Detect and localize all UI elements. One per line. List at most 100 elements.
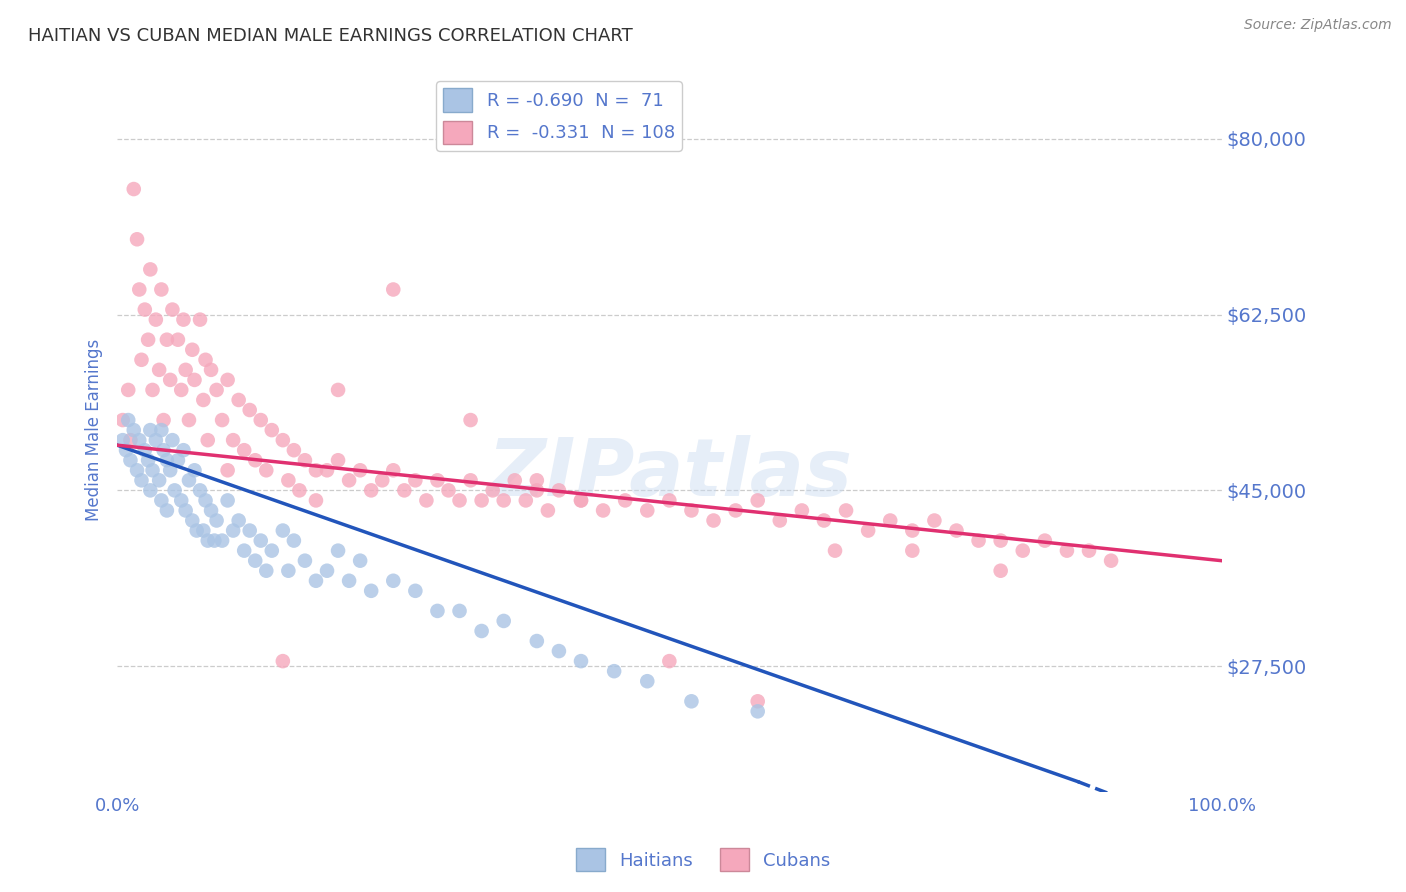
Point: [747, 493, 769, 508]
Point: [658, 654, 681, 668]
Point: [326, 543, 349, 558]
Point: [856, 524, 879, 538]
Point: [449, 604, 471, 618]
Point: [156, 333, 179, 347]
Point: [382, 574, 405, 588]
Point: [316, 564, 339, 578]
Point: [681, 503, 703, 517]
Point: [337, 473, 360, 487]
Point: [305, 463, 328, 477]
Point: [156, 503, 179, 517]
Point: [145, 433, 167, 447]
Point: [569, 493, 592, 508]
Point: [120, 433, 142, 447]
Point: [945, 524, 967, 538]
Point: [967, 533, 990, 548]
Point: [128, 283, 150, 297]
Point: [159, 373, 181, 387]
Point: [288, 483, 311, 498]
Point: [337, 574, 360, 588]
Point: [134, 302, 156, 317]
Point: [222, 524, 245, 538]
Point: [901, 543, 924, 558]
Point: [152, 443, 174, 458]
Point: [492, 614, 515, 628]
Point: [217, 493, 239, 508]
Point: [305, 574, 328, 588]
Point: [170, 493, 193, 508]
Point: [188, 312, 211, 326]
Point: [515, 493, 537, 508]
Point: [254, 564, 277, 578]
Point: [150, 423, 173, 437]
Point: [136, 333, 159, 347]
Point: [526, 483, 548, 498]
Point: [471, 493, 494, 508]
Point: [163, 483, 186, 498]
Point: [174, 503, 197, 517]
Point: [592, 503, 614, 517]
Point: [125, 463, 148, 477]
Point: [569, 654, 592, 668]
Point: [249, 413, 271, 427]
Point: [193, 392, 215, 407]
Point: [136, 453, 159, 467]
Point: [197, 433, 219, 447]
Point: [481, 483, 503, 498]
Point: [148, 363, 170, 377]
Point: [122, 423, 145, 437]
Point: [217, 373, 239, 387]
Point: [222, 433, 245, 447]
Point: [200, 363, 222, 377]
Point: [449, 493, 471, 508]
Y-axis label: Median Male Earnings: Median Male Earnings: [86, 339, 103, 521]
Point: [197, 533, 219, 548]
Text: HAITIAN VS CUBAN MEDIAN MALE EARNINGS CORRELATION CHART: HAITIAN VS CUBAN MEDIAN MALE EARNINGS CO…: [28, 27, 633, 45]
Point: [245, 453, 267, 467]
Point: [371, 473, 394, 487]
Point: [658, 493, 681, 508]
Point: [228, 392, 250, 407]
Point: [260, 543, 283, 558]
Point: [167, 333, 190, 347]
Point: [437, 483, 460, 498]
Point: [152, 413, 174, 427]
Point: [404, 473, 426, 487]
Point: [211, 533, 233, 548]
Point: [156, 453, 179, 467]
Point: [603, 664, 626, 678]
Point: [141, 383, 163, 397]
Point: [162, 433, 184, 447]
Point: [702, 514, 724, 528]
Point: [326, 383, 349, 397]
Point: [115, 443, 138, 458]
Point: [254, 463, 277, 477]
Point: [233, 543, 256, 558]
Point: [122, 182, 145, 196]
Point: [172, 312, 194, 326]
Point: [233, 443, 256, 458]
Point: [316, 463, 339, 477]
Point: [614, 493, 637, 508]
Point: [1099, 554, 1122, 568]
Point: [167, 453, 190, 467]
Point: [1056, 543, 1078, 558]
Point: [150, 283, 173, 297]
Point: [426, 604, 449, 618]
Point: [249, 533, 271, 548]
Point: [326, 453, 349, 467]
Point: [139, 423, 162, 437]
Point: [205, 514, 228, 528]
Point: [174, 363, 197, 377]
Point: [879, 514, 901, 528]
Point: [117, 383, 139, 397]
Point: [120, 453, 142, 467]
Point: [394, 483, 416, 498]
Point: [150, 493, 173, 508]
Text: ZIPatlas: ZIPatlas: [486, 434, 852, 513]
Point: [131, 473, 153, 487]
Point: [271, 524, 294, 538]
Point: [139, 483, 162, 498]
Point: [277, 473, 299, 487]
Point: [924, 514, 946, 528]
